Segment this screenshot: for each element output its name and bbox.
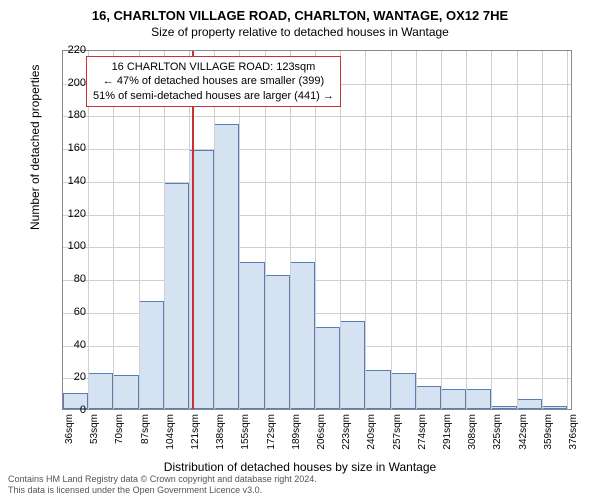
- x-tick-label: 206sqm: [316, 414, 327, 454]
- histogram-bar: [542, 406, 567, 409]
- x-tick-label: 291sqm: [442, 414, 453, 454]
- grid-line-vertical: [466, 51, 467, 409]
- footer-line-1: Contains HM Land Registry data © Crown c…: [8, 474, 317, 485]
- grid-line-vertical: [391, 51, 392, 409]
- x-tick-label: 257sqm: [392, 414, 403, 454]
- y-tick-label: 140: [46, 175, 86, 187]
- y-tick-label: 40: [46, 339, 86, 351]
- y-tick-label: 60: [46, 306, 86, 318]
- histogram-bar: [315, 327, 340, 409]
- x-tick-label: 342sqm: [518, 414, 529, 454]
- histogram-bar: [164, 183, 189, 409]
- x-tick-label: 36sqm: [64, 414, 75, 454]
- y-tick-label: 180: [46, 109, 86, 121]
- histogram-bar: [214, 124, 239, 409]
- x-tick-label: 172sqm: [266, 414, 277, 454]
- x-tick-label: 308sqm: [467, 414, 478, 454]
- histogram-bar: [290, 262, 315, 409]
- x-tick-label: 223sqm: [341, 414, 352, 454]
- y-tick-label: 220: [46, 44, 86, 56]
- histogram-bar: [441, 389, 466, 409]
- grid-line-vertical: [517, 51, 518, 409]
- grid-line-vertical: [567, 51, 568, 409]
- x-tick-label: 274sqm: [417, 414, 428, 454]
- x-tick-label: 240sqm: [366, 414, 377, 454]
- grid-line-vertical: [542, 51, 543, 409]
- histogram-bar: [139, 301, 164, 409]
- x-axis-label: Distribution of detached houses by size …: [0, 460, 600, 474]
- x-tick-label: 121sqm: [190, 414, 201, 454]
- x-tick-label: 189sqm: [291, 414, 302, 454]
- x-tick-label: 155sqm: [240, 414, 251, 454]
- histogram-bar: [491, 406, 516, 409]
- grid-line-vertical: [441, 51, 442, 409]
- y-tick-label: 20: [46, 371, 86, 383]
- annotation-line-2: ← 47% of detached houses are smaller (39…: [93, 74, 334, 88]
- histogram-bar: [340, 321, 365, 409]
- y-axis-label: Number of detached properties: [28, 65, 42, 230]
- histogram-bar: [365, 370, 390, 409]
- histogram-bar: [391, 373, 416, 409]
- histogram-bar: [88, 373, 113, 409]
- x-tick-label: 87sqm: [140, 414, 151, 454]
- y-tick-label: 120: [46, 208, 86, 220]
- x-tick-label: 138sqm: [215, 414, 226, 454]
- chart-subtitle: Size of property relative to detached ho…: [0, 25, 600, 39]
- grid-line-vertical: [491, 51, 492, 409]
- annotation-line-1: 16 CHARLTON VILLAGE ROAD: 123sqm: [93, 60, 334, 74]
- grid-line-vertical: [365, 51, 366, 409]
- x-tick-label: 53sqm: [89, 414, 100, 454]
- histogram-bar: [239, 262, 264, 409]
- histogram-bar: [466, 389, 491, 409]
- annotation-box: 16 CHARLTON VILLAGE ROAD: 123sqm ← 47% o…: [86, 56, 341, 107]
- x-tick-label: 70sqm: [114, 414, 125, 454]
- histogram-bar: [113, 375, 138, 409]
- x-tick-label: 376sqm: [568, 414, 579, 454]
- histogram-bar: [416, 386, 441, 409]
- chart-container: 16 CHARLTON VILLAGE ROAD: 123sqm ← 47% o…: [62, 50, 572, 410]
- footer-line-2: This data is licensed under the Open Gov…: [8, 485, 317, 496]
- chart-title: 16, CHARLTON VILLAGE ROAD, CHARLTON, WAN…: [0, 0, 600, 23]
- y-tick-label: 160: [46, 142, 86, 154]
- annotation-line-3: 51% of semi-detached houses are larger (…: [93, 89, 334, 103]
- x-tick-label: 325sqm: [492, 414, 503, 454]
- y-tick-label: 200: [46, 77, 86, 89]
- y-tick-label: 100: [46, 240, 86, 252]
- grid-line-vertical: [416, 51, 417, 409]
- footer-attribution: Contains HM Land Registry data © Crown c…: [8, 474, 317, 496]
- histogram-bar: [517, 399, 542, 409]
- histogram-bar: [265, 275, 290, 409]
- x-tick-label: 359sqm: [543, 414, 554, 454]
- x-tick-label: 104sqm: [165, 414, 176, 454]
- y-tick-label: 80: [46, 273, 86, 285]
